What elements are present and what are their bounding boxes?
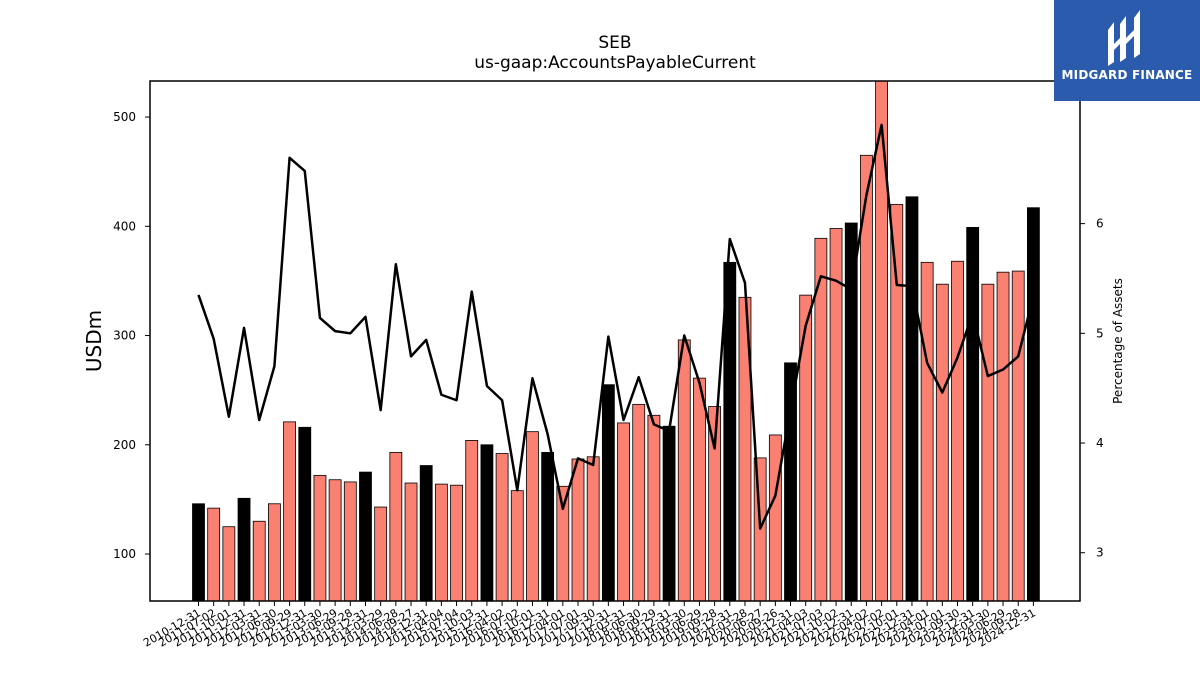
bar xyxy=(586,456,600,602)
bar xyxy=(192,503,205,602)
bar xyxy=(267,503,281,602)
bar xyxy=(252,520,266,602)
plot-frame xyxy=(149,80,1081,602)
y2-axis-ticks: 3 4 5 6 xyxy=(1080,217,1104,560)
brand-name: MIDGARD FINANCE xyxy=(1061,68,1193,82)
bar xyxy=(890,204,904,602)
bar xyxy=(601,384,615,602)
bar xyxy=(313,474,327,602)
y-tick-label: 500 xyxy=(113,110,136,124)
bar xyxy=(951,260,964,602)
y-axis-label: USDm xyxy=(82,310,106,372)
y-tick-label: 300 xyxy=(113,329,136,343)
bar xyxy=(844,222,858,602)
bar xyxy=(207,507,221,602)
y2-tick-label: 4 xyxy=(1096,436,1104,450)
bar xyxy=(298,426,312,602)
bar xyxy=(905,196,919,602)
bar xyxy=(1027,207,1040,602)
bar xyxy=(647,414,661,602)
bar xyxy=(1011,270,1025,602)
bar xyxy=(465,440,479,602)
midgard-logo-mark-icon xyxy=(1108,10,1140,66)
bar xyxy=(935,283,949,602)
brand-logo: MIDGARD FINANCE xyxy=(1054,0,1200,101)
bar xyxy=(359,471,372,602)
y-tick-label: 200 xyxy=(113,438,136,452)
y2-tick-label: 5 xyxy=(1096,326,1104,340)
bar xyxy=(343,481,357,602)
bar xyxy=(328,479,342,602)
bar xyxy=(419,465,433,602)
bar xyxy=(450,484,463,602)
bar xyxy=(389,452,403,602)
bar xyxy=(920,261,934,602)
bar xyxy=(662,425,676,602)
bar xyxy=(222,526,236,602)
bar xyxy=(693,377,706,602)
y2-axis-label: Percentage of Assets xyxy=(1111,278,1125,404)
bar xyxy=(495,453,509,602)
percentage-line xyxy=(197,123,1035,530)
bar-series xyxy=(192,80,1040,602)
bar xyxy=(981,283,995,602)
bar xyxy=(510,490,524,602)
y2-tick-label: 3 xyxy=(1096,546,1104,560)
bar xyxy=(784,362,797,602)
y-tick-label: 100 xyxy=(113,547,136,561)
bar xyxy=(677,339,691,602)
bar xyxy=(799,294,813,602)
bar xyxy=(632,403,646,602)
bar xyxy=(966,226,980,602)
bar xyxy=(434,483,448,602)
bar xyxy=(768,434,782,602)
bar xyxy=(404,482,418,602)
y-axis-ticks: 100 200 300 400 500 xyxy=(113,110,150,561)
x-axis-ticks: 2010-12-312011-07-022011-10-012011-12-31… xyxy=(141,601,1038,650)
chart-subtitle: us-gaap:AccountsPayableCurrent xyxy=(474,53,756,73)
bar xyxy=(617,422,630,602)
bar xyxy=(996,271,1010,602)
bar xyxy=(480,444,494,602)
bar xyxy=(541,452,555,602)
chart-title: SEB xyxy=(598,33,632,53)
y-tick-label: 400 xyxy=(113,219,136,233)
bar xyxy=(571,458,585,602)
bar xyxy=(237,497,251,602)
y2-tick-label: 6 xyxy=(1096,217,1104,231)
bar xyxy=(283,421,296,602)
bar xyxy=(526,431,539,602)
bar xyxy=(374,506,388,602)
